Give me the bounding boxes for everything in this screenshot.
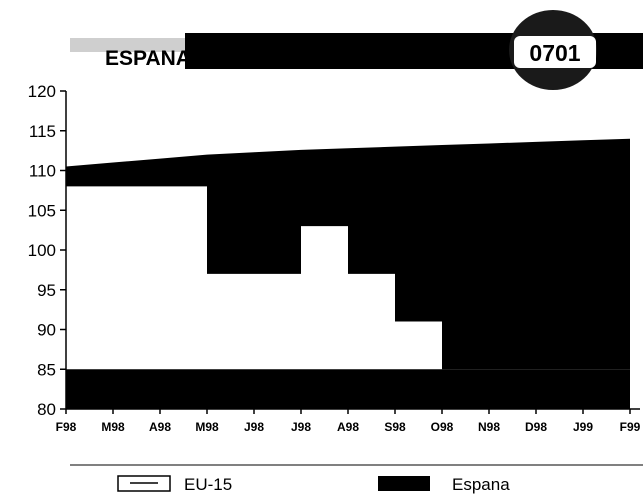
y-tick-label: 110 xyxy=(29,162,56,181)
x-tick-label: S98 xyxy=(384,420,406,434)
header-code: 0701 xyxy=(529,40,580,66)
legend: EU-15 Espana xyxy=(117,475,510,494)
x-tick-label: O98 xyxy=(431,420,454,434)
x-tick-label: D98 xyxy=(525,420,547,434)
series-espana-base xyxy=(66,369,630,409)
series-eu15-area xyxy=(66,186,630,409)
y-tick-label: 85 xyxy=(37,360,56,379)
x-tick-label: J99 xyxy=(573,420,593,434)
x-tick-label: F98 xyxy=(56,420,77,434)
x-tick-label: M98 xyxy=(195,420,219,434)
y-tick-label: 90 xyxy=(37,321,56,340)
x-tick-label: J98 xyxy=(244,420,264,434)
y-tick-label: 120 xyxy=(28,82,56,101)
legend-swatch-espana xyxy=(378,476,430,491)
header-title: ESPANA xyxy=(105,47,191,70)
plot-area xyxy=(66,138,630,409)
y-tick-label: 100 xyxy=(28,241,56,260)
y-axis-ticks: 80 85 90 95 100 105 110 115 120 xyxy=(28,82,66,419)
x-tick-label: A98 xyxy=(149,420,171,434)
y-tick-label: 80 xyxy=(37,400,56,419)
x-tick-label: J98 xyxy=(291,420,311,434)
legend-label-eu15: EU-15 xyxy=(184,475,232,494)
y-tick-label: 95 xyxy=(37,281,56,300)
header-code-box xyxy=(514,36,596,68)
x-tick-label: N98 xyxy=(478,420,500,434)
header-banner: ESPANA 0701 xyxy=(70,10,643,90)
y-tick-label: 115 xyxy=(29,122,56,141)
y-tick-label: 105 xyxy=(28,201,56,220)
x-tick-label: M98 xyxy=(101,420,125,434)
legend-label-espana: Espana xyxy=(452,475,510,494)
header-shadow xyxy=(70,38,185,52)
x-tick-label: F99 xyxy=(620,420,641,434)
x-tick-label: A98 xyxy=(337,420,359,434)
x-axis-ticks: F98 M98 A98 M98 J98 J98 A98 S98 O98 N98 D98 J99 F99 xyxy=(56,409,641,434)
